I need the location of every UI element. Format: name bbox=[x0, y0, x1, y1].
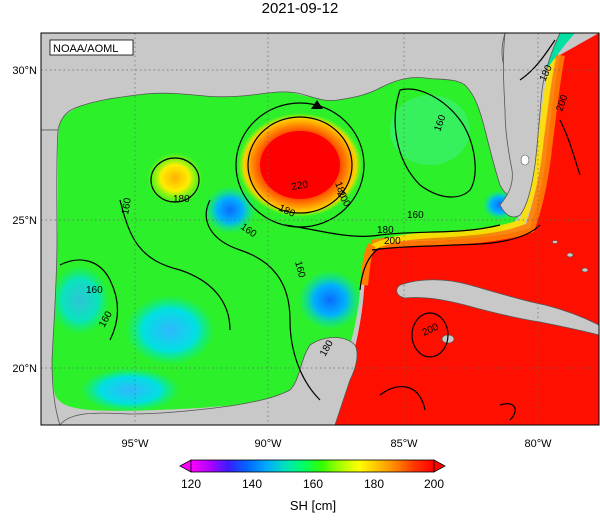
contour-label: 160 bbox=[120, 197, 134, 216]
colorbar-tick: 140 bbox=[242, 477, 262, 491]
contour-label: 160 bbox=[407, 210, 424, 221]
contour-label: 180 bbox=[377, 225, 394, 236]
colorbar-tick: 180 bbox=[364, 477, 384, 491]
colorbar-tick: 160 bbox=[303, 477, 323, 491]
florida bbox=[499, 33, 561, 218]
agency-box bbox=[49, 39, 134, 56]
colorbar-title: SH [cm] bbox=[290, 498, 336, 513]
colorbar-bar bbox=[190, 459, 435, 473]
colorbar: 120 140 160 180 200 SH [cm] bbox=[179, 459, 446, 513]
lon-label: 95°W bbox=[121, 438, 149, 450]
cuba bbox=[396, 279, 599, 336]
colorbar-min-arrow bbox=[179, 459, 192, 473]
warm-water bbox=[320, 33, 599, 425]
lon-labels: 95°W 90°W 85°W 80°W bbox=[121, 438, 552, 450]
page-title: 2021-09-12 bbox=[261, 0, 339, 17]
agency-label: NOAA/AOML bbox=[53, 43, 118, 55]
colorbar-tick: 120 bbox=[181, 477, 201, 491]
map-area: 160 160 160 160 160 160 180 180 180 180 … bbox=[41, 33, 599, 425]
graticule bbox=[41, 33, 599, 425]
mexico-west bbox=[41, 129, 61, 425]
lon-label: 90°W bbox=[254, 438, 282, 450]
yucatan bbox=[59, 337, 358, 425]
lon-label: 85°W bbox=[390, 438, 418, 450]
map-frame bbox=[40, 32, 600, 426]
contour-label: 180 bbox=[173, 194, 190, 205]
lat-label: 25°N bbox=[12, 215, 37, 227]
lat-labels: 30°N 25°N 20°N bbox=[12, 65, 37, 375]
lat-label: 20°N bbox=[12, 363, 37, 375]
lat-label: 30°N bbox=[12, 65, 37, 77]
colorbar-tick: 200 bbox=[424, 477, 444, 491]
contour-label: 160 bbox=[292, 260, 307, 279]
contour-lines bbox=[59, 39, 581, 421]
triangle-marker bbox=[311, 100, 323, 109]
contour-label: 160 bbox=[86, 285, 103, 296]
colorbar-max-arrow bbox=[433, 459, 446, 473]
contour-label: 200 bbox=[384, 236, 401, 247]
contour-label: 220 bbox=[291, 179, 310, 193]
lon-label: 80°W bbox=[524, 438, 552, 450]
